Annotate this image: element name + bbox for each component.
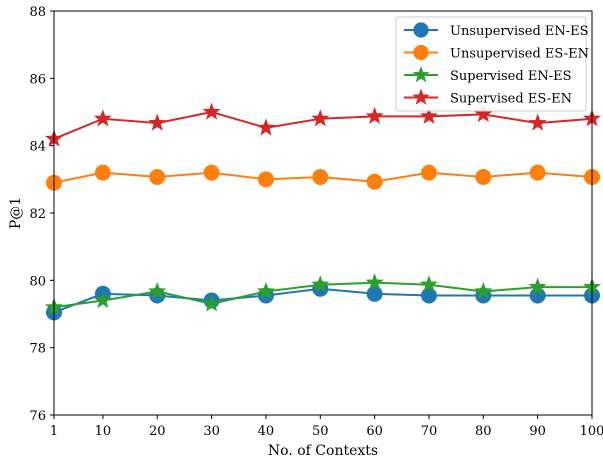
x-tick-label: 90 [529, 424, 546, 439]
data-point [366, 285, 383, 302]
x-tick-label: 1 [50, 424, 58, 439]
series-2 [46, 164, 600, 191]
data-point [474, 104, 493, 123]
x-axis-ticks: 1 10 20 30 40 50 60 70 80 90 100 [50, 415, 603, 439]
legend-label: Supervised ES-EN [450, 92, 572, 107]
x-tick-label: 70 [421, 424, 438, 439]
data-point [312, 168, 329, 185]
data-point [256, 281, 275, 300]
data-point [365, 106, 384, 125]
data-point [419, 275, 438, 293]
x-tick-label: 100 [580, 424, 603, 439]
y-axis-ticks: 76 78 80 82 84 86 88 [29, 5, 54, 424]
data-point [202, 102, 221, 120]
data-point [528, 277, 547, 295]
data-point [419, 106, 438, 125]
x-tick-label: 50 [312, 424, 329, 439]
data-point [203, 164, 220, 181]
data-point [94, 164, 111, 181]
y-axis-label: P@1 [8, 197, 24, 229]
legend-item: Unsupervised ES-EN [404, 44, 589, 62]
data-point [366, 173, 383, 190]
legend-marker [412, 88, 430, 105]
legend-label: Supervised EN-ES [450, 69, 571, 84]
x-tick-label: 10 [95, 424, 112, 439]
legend-label: Unsupervised ES-EN [450, 47, 589, 62]
data-point [256, 118, 275, 136]
x-tick-label: 30 [203, 424, 220, 439]
legend-item: Supervised EN-ES [404, 65, 571, 84]
legend-label: Unsupervised EN-ES [450, 24, 589, 39]
data-point [93, 109, 112, 127]
y-tick-label: 80 [29, 274, 46, 289]
data-point [420, 287, 437, 304]
data-point [529, 164, 546, 181]
legend-marker [412, 65, 430, 83]
data-point [365, 273, 384, 291]
x-tick-label: 60 [366, 424, 383, 439]
y-tick-label: 88 [29, 5, 46, 20]
legend-marker [413, 22, 429, 38]
data-point [475, 168, 492, 185]
data-point [311, 275, 330, 293]
x-axis-label: No. of Contexts [268, 443, 378, 459]
data-point [420, 164, 437, 181]
y-tick-label: 78 [29, 342, 46, 357]
data-point [149, 168, 166, 185]
data-point [311, 109, 330, 127]
data-point [202, 294, 221, 312]
y-tick-label: 84 [29, 140, 46, 155]
data-point [148, 113, 167, 131]
data-point [257, 171, 274, 188]
y-tick-label: 76 [29, 409, 46, 424]
legend: Unsupervised EN-ES Unsupervised ES-EN Supe… [395, 16, 589, 112]
legend-box [395, 16, 587, 112]
legend-item: Unsupervised EN-ES [404, 22, 589, 39]
y-tick-label: 86 [29, 72, 46, 87]
legend-marker [413, 44, 429, 61]
series-layer [44, 102, 602, 321]
x-tick-label: 40 [258, 424, 275, 439]
x-tick-label: 80 [475, 424, 492, 439]
x-tick-label: 20 [149, 424, 166, 439]
data-point [474, 281, 493, 300]
data-point [93, 291, 112, 309]
y-tick-label: 82 [29, 207, 46, 222]
legend-item: Supervised ES-EN [404, 88, 572, 107]
data-point [148, 281, 167, 300]
data-point [528, 113, 547, 131]
